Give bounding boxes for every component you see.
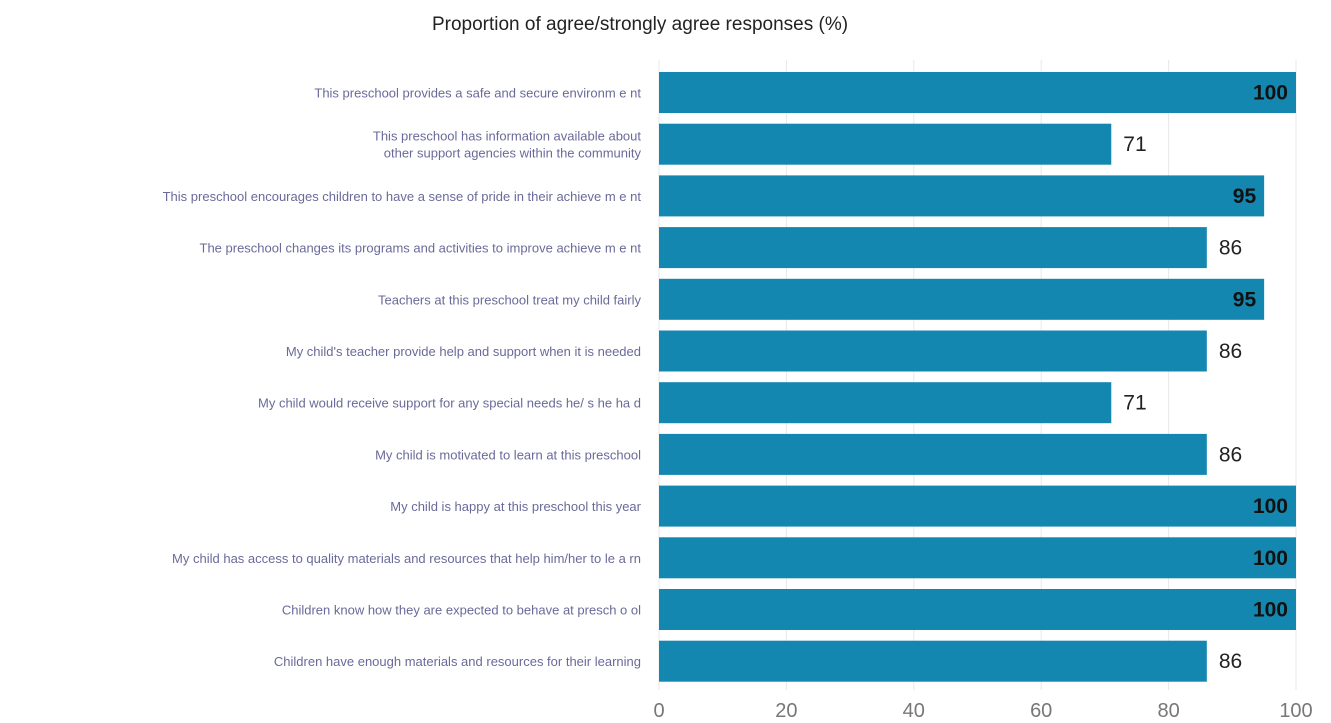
bar bbox=[659, 227, 1207, 269]
x-axis-ticks: 0 20 40 60 80 100 bbox=[653, 700, 1312, 722]
value-label: 86 bbox=[1219, 443, 1242, 466]
bar bbox=[659, 537, 1296, 579]
category-label: This preschool has information available… bbox=[373, 129, 641, 144]
category-labels: This preschool provides a safe and secur… bbox=[163, 86, 642, 670]
value-label: 95 bbox=[1233, 185, 1257, 208]
bar bbox=[659, 382, 1112, 424]
category-label: Teachers at this preschool treat my chil… bbox=[378, 292, 641, 307]
bar bbox=[659, 175, 1265, 217]
value-label: 71 bbox=[1123, 392, 1146, 415]
gridlines bbox=[658, 60, 1297, 690]
value-labels: 100 71 95 86 95 86 71 86 100 100 100 86 bbox=[1123, 82, 1288, 674]
x-tick-label: 80 bbox=[1157, 700, 1179, 722]
category-label: The preschool changes its programs and a… bbox=[200, 241, 642, 256]
category-label: My child has access to quality materials… bbox=[172, 551, 641, 566]
value-label: 86 bbox=[1219, 340, 1242, 363]
bar bbox=[659, 330, 1207, 372]
bar bbox=[659, 123, 1112, 165]
chart-title: Proportion of agree/strongly agree respo… bbox=[432, 14, 848, 35]
bar bbox=[659, 485, 1296, 527]
value-label: 86 bbox=[1219, 237, 1242, 260]
x-tick-label: 40 bbox=[903, 700, 925, 722]
category-label: Children know how they are expected to b… bbox=[282, 603, 641, 618]
value-label: 100 bbox=[1253, 495, 1288, 518]
value-label: 71 bbox=[1123, 133, 1146, 156]
value-label: 100 bbox=[1253, 82, 1288, 105]
category-label: My child is motivated to learn at this p… bbox=[375, 447, 641, 462]
x-tick-label: 60 bbox=[1030, 700, 1052, 722]
bar bbox=[659, 278, 1265, 320]
bar bbox=[659, 433, 1207, 475]
category-label: My child is happy at this preschool this… bbox=[390, 499, 641, 514]
category-label: other support agencies within the commun… bbox=[384, 146, 642, 161]
value-label: 100 bbox=[1253, 547, 1288, 570]
bar bbox=[659, 72, 1296, 113]
x-tick-label: 20 bbox=[775, 700, 797, 722]
value-label: 95 bbox=[1233, 288, 1257, 311]
bar bbox=[659, 589, 1296, 630]
category-label: This preschool encourages children to ha… bbox=[163, 189, 642, 204]
category-label: My child would receive support for any s… bbox=[258, 396, 641, 411]
value-label: 100 bbox=[1253, 599, 1288, 622]
x-tick-label: 100 bbox=[1279, 700, 1312, 722]
category-label: This preschool provides a safe and secur… bbox=[314, 86, 641, 101]
x-tick-label: 0 bbox=[653, 700, 664, 722]
bar bbox=[659, 640, 1207, 682]
category-label: My child's teacher provide help and supp… bbox=[286, 344, 641, 359]
category-label: Children have enough materials and resou… bbox=[274, 654, 641, 669]
bars bbox=[659, 72, 1296, 682]
value-label: 86 bbox=[1219, 650, 1242, 673]
